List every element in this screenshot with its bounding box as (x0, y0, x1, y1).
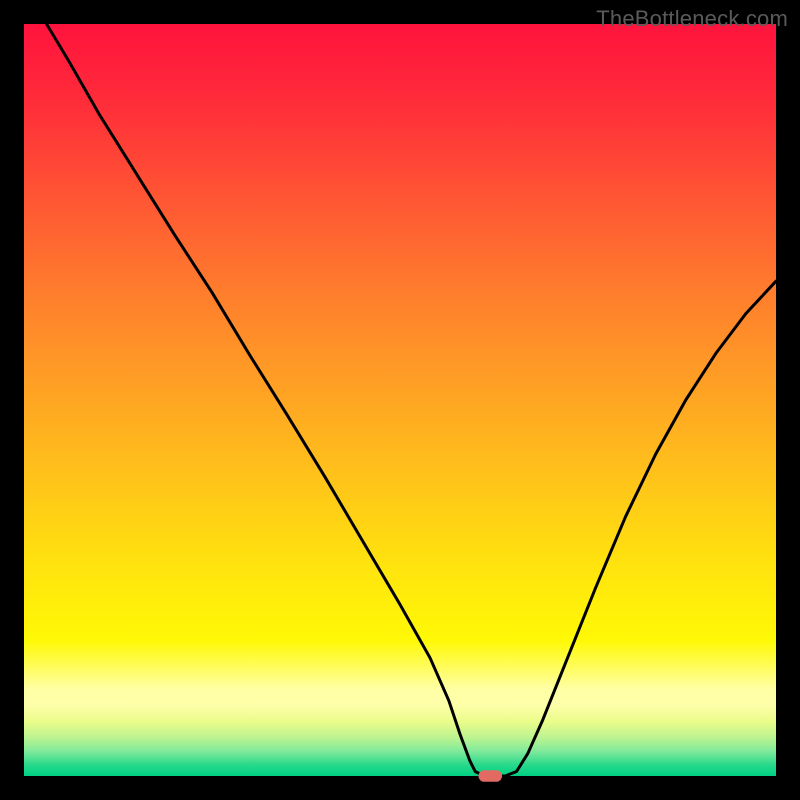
chart-stage: TheBottleneck.com (0, 0, 800, 800)
watermark-text: TheBottleneck.com (596, 6, 788, 32)
chart-background (24, 24, 776, 776)
minimum-marker (479, 771, 502, 782)
bottleneck-chart (0, 0, 800, 800)
